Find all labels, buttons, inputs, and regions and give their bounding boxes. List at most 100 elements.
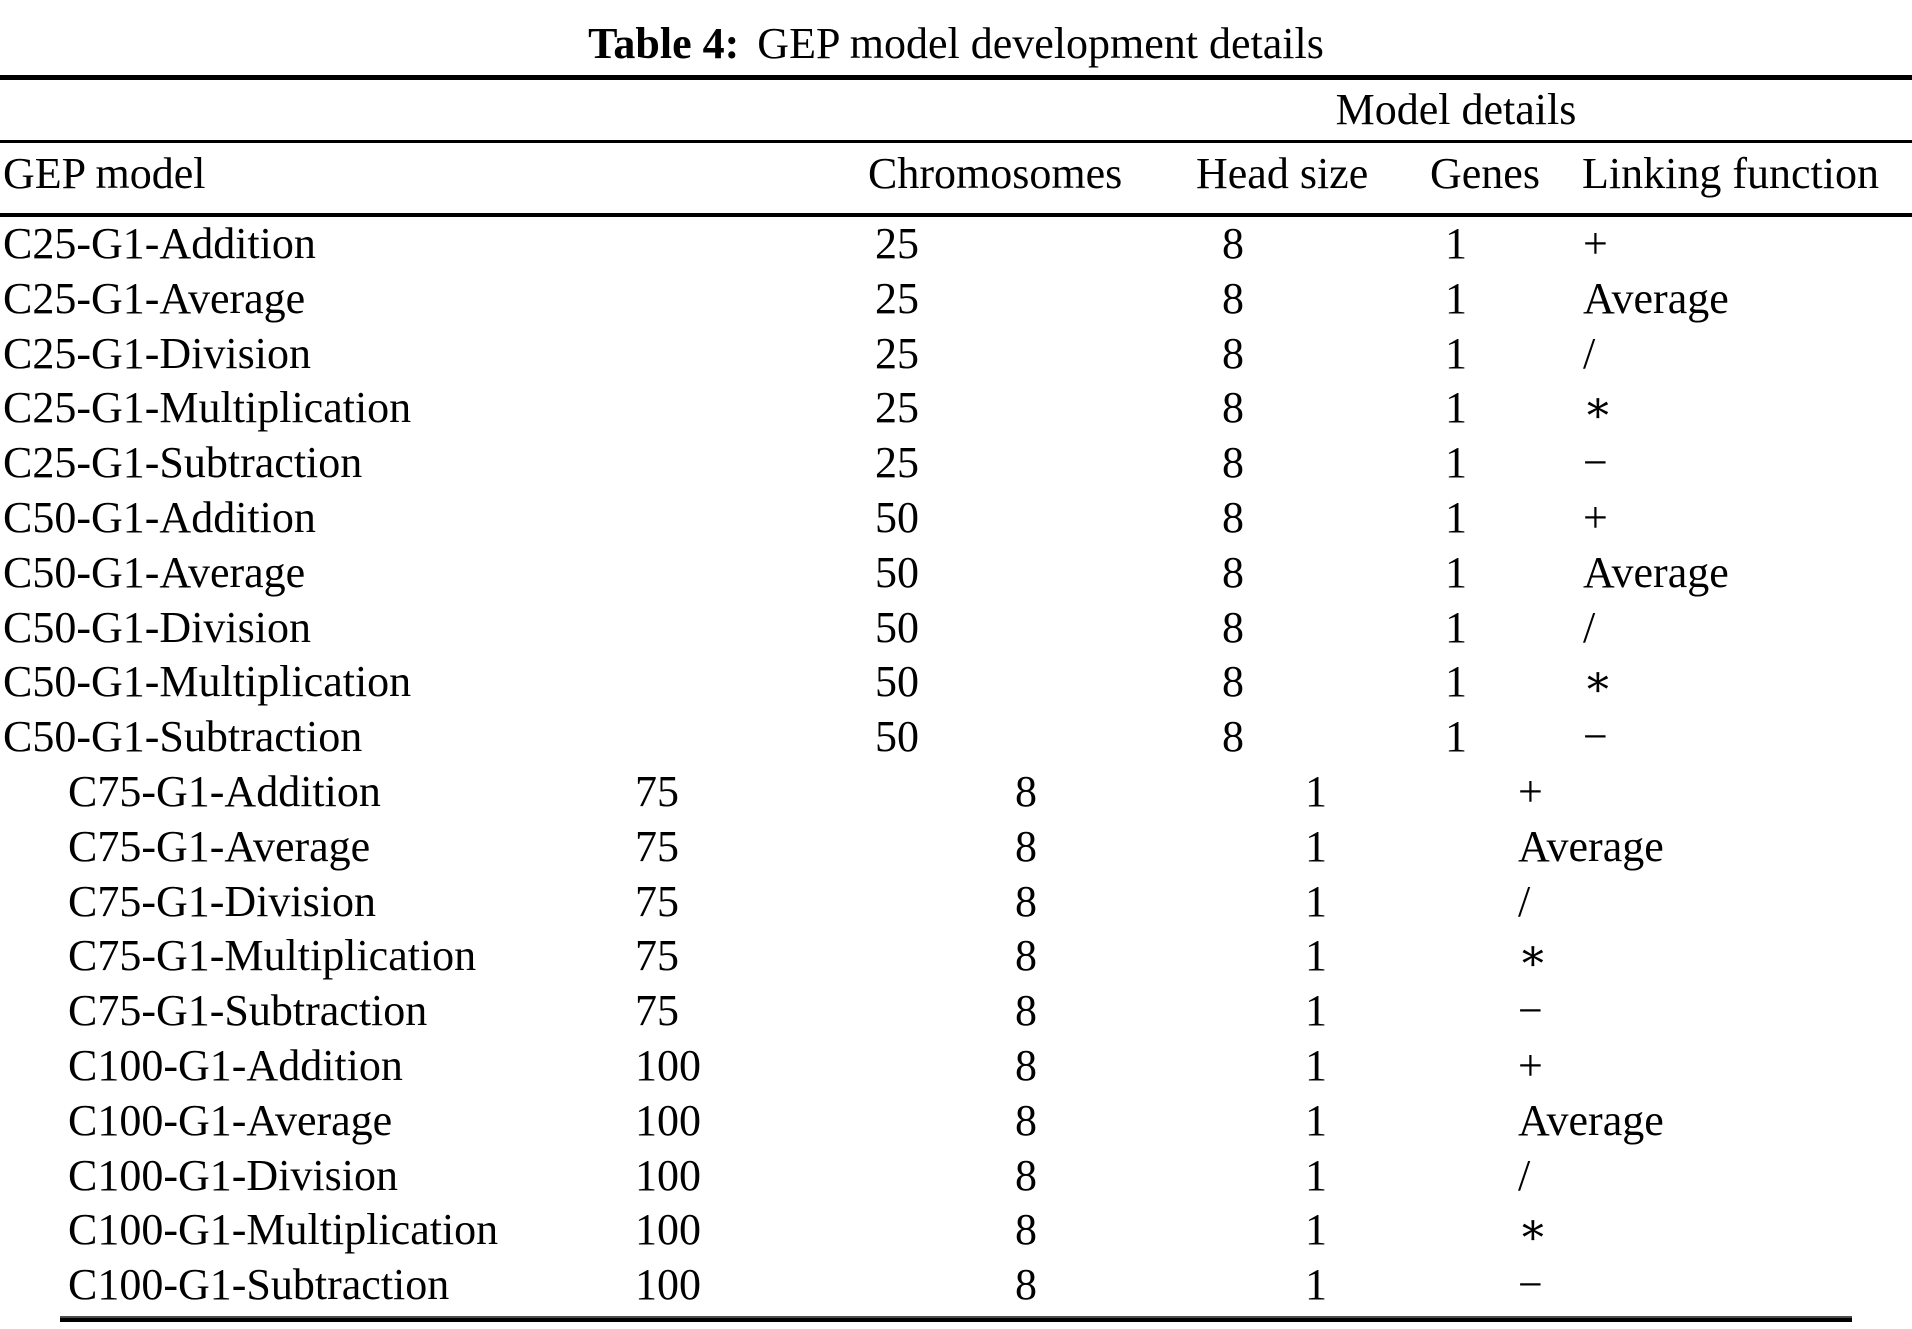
- column-header-chromosomes: Chromosomes: [868, 149, 1123, 198]
- row-cell-head-size: 8: [1222, 383, 1244, 433]
- header-rule: [0, 213, 1912, 217]
- table-row: C50-G1-Average 50 8 1 Average: [0, 546, 1912, 601]
- row-cell-linking-function: −: [1518, 1260, 1543, 1310]
- row-cell-head-size: 8: [1222, 273, 1244, 323]
- column-header-gep-model: GEP model: [3, 149, 206, 198]
- row-cell-chromosomes: 25: [875, 328, 919, 378]
- row-cell-model: C75-G1-Addition: [68, 766, 381, 816]
- row-cell-genes: 1: [1445, 712, 1467, 762]
- row-cell-head-size: 8: [1222, 492, 1244, 542]
- row-cell-linking-function: ∗: [1583, 657, 1613, 707]
- table-row: C25-G1-Division 25 8 1 /: [0, 327, 1912, 382]
- row-cell-linking-function: Average: [1518, 1095, 1664, 1145]
- row-cell-genes: 1: [1445, 219, 1467, 268]
- table-row: C100-G1-Addition 100 8 1 +: [0, 1039, 1912, 1094]
- row-cell-chromosomes: 50: [875, 547, 919, 597]
- group-header-model-details: Model details: [1335, 85, 1577, 134]
- table-top-rule: [0, 75, 1912, 80]
- row-cell-chromosomes: 75: [635, 931, 679, 981]
- row-cell-model: C100-G1-Multiplication: [68, 1205, 499, 1255]
- row-cell-linking-function: /: [1518, 1150, 1531, 1200]
- row-cell-chromosomes: 75: [635, 821, 679, 871]
- table-row: C75-G1-Average 75 8 1 Average: [0, 820, 1912, 875]
- row-cell-head-size: 8: [1015, 1040, 1037, 1090]
- row-cell-model: C25-G1-Multiplication: [3, 383, 412, 433]
- group-header-row: Model details: [0, 80, 1912, 140]
- row-cell-genes: 1: [1305, 986, 1327, 1036]
- table-row: C75-G1-Addition 75 8 1 +: [0, 765, 1912, 820]
- row-cell-model: C50-G1-Average: [3, 547, 306, 597]
- column-header-genes: Genes: [1430, 149, 1540, 198]
- row-cell-model: C75-G1-Subtraction: [68, 986, 428, 1036]
- row-cell-chromosomes: 25: [875, 383, 919, 433]
- row-cell-head-size: 8: [1015, 876, 1037, 926]
- table-body: C25-G1-Addition 25 8 1 + C25-G1-Average …: [0, 217, 1912, 1313]
- row-cell-linking-function: +: [1583, 219, 1608, 268]
- row-cell-linking-function: /: [1583, 602, 1596, 652]
- row-cell-linking-function: ∗: [1518, 931, 1548, 981]
- row-cell-head-size: 8: [1015, 1260, 1037, 1310]
- row-cell-chromosomes: 25: [875, 219, 919, 268]
- row-cell-genes: 1: [1305, 876, 1327, 926]
- row-cell-model: C75-G1-Multiplication: [68, 931, 477, 981]
- row-cell-linking-function: −: [1583, 712, 1608, 762]
- table-row: C100-G1-Multiplication 100 8 1 ∗: [0, 1203, 1912, 1258]
- row-cell-head-size: 8: [1222, 547, 1244, 597]
- row-cell-head-size: 8: [1015, 986, 1037, 1036]
- row-cell-model: C75-G1-Division: [68, 876, 376, 926]
- row-cell-genes: 1: [1445, 438, 1467, 488]
- row-cell-genes: 1: [1445, 547, 1467, 597]
- row-cell-head-size: 8: [1222, 657, 1244, 707]
- row-cell-genes: 1: [1445, 328, 1467, 378]
- table-caption: Table 4: GEP model development details: [0, 4, 1912, 84]
- row-cell-chromosomes: 50: [875, 602, 919, 652]
- row-cell-genes: 1: [1305, 1150, 1327, 1200]
- row-cell-chromosomes: 50: [875, 492, 919, 542]
- table-caption-text: GEP model development details: [757, 19, 1324, 68]
- row-cell-head-size: 8: [1015, 766, 1037, 816]
- row-cell-linking-function: /: [1583, 328, 1596, 378]
- row-cell-chromosomes: 100: [635, 1095, 701, 1145]
- table-row: C75-G1-Division 75 8 1 /: [0, 875, 1912, 930]
- table-row: C75-G1-Subtraction 75 8 1 −: [0, 984, 1912, 1039]
- row-cell-genes: 1: [1445, 383, 1467, 433]
- row-cell-head-size: 8: [1222, 328, 1244, 378]
- row-cell-chromosomes: 50: [875, 712, 919, 762]
- row-cell-head-size: 8: [1222, 219, 1244, 268]
- row-cell-model: C25-G1-Subtraction: [3, 438, 363, 488]
- table-row: C25-G1-Multiplication 25 8 1 ∗: [0, 381, 1912, 436]
- table-bottom-rule: [60, 1316, 1852, 1322]
- row-cell-chromosomes: 100: [635, 1150, 701, 1200]
- row-cell-model: C50-G1-Division: [3, 602, 311, 652]
- row-cell-genes: 1: [1305, 766, 1327, 816]
- row-cell-model: C50-G1-Multiplication: [3, 657, 412, 707]
- row-cell-chromosomes: 100: [635, 1040, 701, 1090]
- row-cell-linking-function: /: [1518, 876, 1531, 926]
- row-cell-head-size: 8: [1015, 1150, 1037, 1200]
- row-cell-model: C100-G1-Division: [68, 1150, 398, 1200]
- table-row: C100-G1-Average 100 8 1 Average: [0, 1094, 1912, 1149]
- row-cell-chromosomes: 75: [635, 986, 679, 1036]
- table-row: C50-G1-Addition 50 8 1 +: [0, 491, 1912, 546]
- row-cell-model: C50-G1-Addition: [3, 492, 316, 542]
- row-cell-chromosomes: 100: [635, 1205, 701, 1255]
- column-header-row: GEP model Chromosomes Head size Genes Li…: [0, 143, 1912, 213]
- row-cell-model: C50-G1-Subtraction: [3, 712, 363, 762]
- table-row: C100-G1-Division 100 8 1 /: [0, 1149, 1912, 1204]
- table-row: C25-G1-Subtraction 25 8 1 −: [0, 436, 1912, 491]
- table-row: C75-G1-Multiplication 75 8 1 ∗: [0, 929, 1912, 984]
- row-cell-genes: 1: [1305, 821, 1327, 871]
- row-cell-linking-function: +: [1518, 1040, 1543, 1090]
- table-row: C25-G1-Addition 25 8 1 +: [0, 217, 1912, 272]
- row-cell-chromosomes: 25: [875, 273, 919, 323]
- row-cell-genes: 1: [1305, 1205, 1327, 1255]
- table-caption-label: Table 4:: [588, 19, 740, 68]
- table-row: C50-G1-Division 50 8 1 /: [0, 601, 1912, 656]
- table-row: C25-G1-Average 25 8 1 Average: [0, 272, 1912, 327]
- row-cell-genes: 1: [1305, 1260, 1327, 1310]
- row-cell-model: C100-G1-Subtraction: [68, 1260, 450, 1310]
- row-cell-model: C75-G1-Average: [68, 821, 371, 871]
- column-header-linking-function: Linking function: [1582, 149, 1879, 198]
- row-cell-genes: 1: [1445, 492, 1467, 542]
